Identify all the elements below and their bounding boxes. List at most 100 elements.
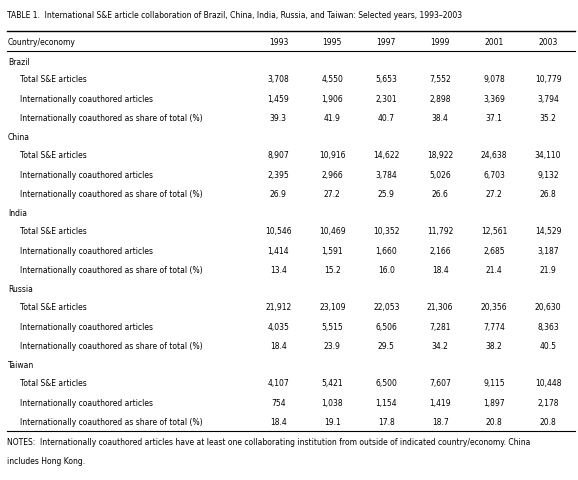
- Text: 10,916: 10,916: [319, 151, 346, 160]
- Text: 754: 754: [271, 398, 286, 407]
- Text: 26.6: 26.6: [432, 190, 449, 198]
- Text: Taiwan: Taiwan: [8, 361, 34, 370]
- Text: 5,421: 5,421: [321, 379, 343, 387]
- Text: 3,794: 3,794: [537, 95, 559, 103]
- Text: NOTES:  Internationally coauthored articles have at least one collaborating inst: NOTES: Internationally coauthored articl…: [7, 437, 530, 446]
- Text: 4,035: 4,035: [268, 322, 290, 331]
- Text: Total S&E articles: Total S&E articles: [20, 303, 86, 312]
- Text: Russia: Russia: [8, 285, 33, 294]
- Text: 3,369: 3,369: [483, 95, 505, 103]
- Text: 24,638: 24,638: [481, 151, 507, 160]
- Text: 3,708: 3,708: [268, 75, 289, 84]
- Text: 6,506: 6,506: [375, 322, 397, 331]
- Text: 20.8: 20.8: [540, 417, 557, 426]
- Text: 26.9: 26.9: [270, 190, 287, 198]
- Text: 2003: 2003: [539, 38, 558, 47]
- Text: 10,352: 10,352: [373, 227, 399, 236]
- Text: 18,922: 18,922: [427, 151, 453, 160]
- Text: Total S&E articles: Total S&E articles: [20, 75, 86, 84]
- Text: 5,026: 5,026: [429, 170, 451, 179]
- Text: 7,774: 7,774: [483, 322, 505, 331]
- Text: 19.1: 19.1: [324, 417, 340, 426]
- Text: Internationally coauthored as share of total (%): Internationally coauthored as share of t…: [20, 190, 202, 198]
- Text: Total S&E articles: Total S&E articles: [20, 227, 86, 236]
- Text: 27.2: 27.2: [486, 190, 502, 198]
- Text: 8,907: 8,907: [268, 151, 289, 160]
- Text: 35.2: 35.2: [540, 114, 557, 122]
- Text: 20,356: 20,356: [481, 303, 507, 312]
- Text: 18.4: 18.4: [270, 341, 287, 350]
- Text: 7,607: 7,607: [429, 379, 451, 387]
- Text: China: China: [8, 133, 30, 142]
- Text: 22,053: 22,053: [373, 303, 399, 312]
- Text: 3,187: 3,187: [538, 246, 559, 255]
- Text: Internationally coauthored articles: Internationally coauthored articles: [20, 398, 153, 407]
- Text: Internationally coauthored articles: Internationally coauthored articles: [20, 322, 153, 331]
- Text: 5,515: 5,515: [321, 322, 343, 331]
- Text: Internationally coauthored as share of total (%): Internationally coauthored as share of t…: [20, 417, 202, 426]
- Text: 21,306: 21,306: [427, 303, 454, 312]
- Text: 2,966: 2,966: [321, 170, 343, 179]
- Text: 40.7: 40.7: [378, 114, 395, 122]
- Text: Internationally coauthored as share of total (%): Internationally coauthored as share of t…: [20, 341, 202, 350]
- Text: 25.9: 25.9: [378, 190, 395, 198]
- Text: TABLE 1.  International S&E article collaboration of Brazil, China, India, Russi: TABLE 1. International S&E article colla…: [7, 11, 462, 20]
- Text: 21.9: 21.9: [540, 265, 557, 274]
- Text: 10,546: 10,546: [265, 227, 292, 236]
- Text: 2,898: 2,898: [429, 95, 451, 103]
- Text: 9,115: 9,115: [483, 379, 505, 387]
- Text: 1,591: 1,591: [321, 246, 343, 255]
- Text: 6,703: 6,703: [483, 170, 505, 179]
- Text: 23.9: 23.9: [324, 341, 341, 350]
- Text: 2,395: 2,395: [268, 170, 289, 179]
- Text: 3,784: 3,784: [376, 170, 397, 179]
- Text: India: India: [8, 209, 27, 218]
- Text: 26.8: 26.8: [540, 190, 557, 198]
- Text: 9,078: 9,078: [483, 75, 505, 84]
- Text: 1993: 1993: [269, 38, 288, 47]
- Text: 38.4: 38.4: [432, 114, 449, 122]
- Text: 7,281: 7,281: [429, 322, 451, 331]
- Text: Internationally coauthored as share of total (%): Internationally coauthored as share of t…: [20, 265, 202, 274]
- Text: 6,500: 6,500: [375, 379, 397, 387]
- Text: 20.8: 20.8: [486, 417, 502, 426]
- Text: Brazil: Brazil: [8, 58, 30, 66]
- Text: Total S&E articles: Total S&E articles: [20, 151, 86, 160]
- Text: 10,779: 10,779: [535, 75, 561, 84]
- Text: 4,107: 4,107: [268, 379, 289, 387]
- Text: 2,685: 2,685: [483, 246, 505, 255]
- Text: 20,630: 20,630: [535, 303, 561, 312]
- Text: Total S&E articles: Total S&E articles: [20, 379, 86, 387]
- Text: 21.4: 21.4: [486, 265, 502, 274]
- Text: 18.4: 18.4: [432, 265, 449, 274]
- Text: 27.2: 27.2: [324, 190, 340, 198]
- Text: Internationally coauthored articles: Internationally coauthored articles: [20, 170, 153, 179]
- Text: Internationally coauthored articles: Internationally coauthored articles: [20, 246, 153, 255]
- Text: 40.5: 40.5: [540, 341, 557, 350]
- Text: 17.8: 17.8: [378, 417, 395, 426]
- Text: 13.4: 13.4: [270, 265, 287, 274]
- Text: Country/economy: Country/economy: [8, 38, 76, 47]
- Text: 1,459: 1,459: [268, 95, 289, 103]
- Text: 1999: 1999: [431, 38, 450, 47]
- Text: 14,622: 14,622: [373, 151, 399, 160]
- Text: Internationally coauthored articles: Internationally coauthored articles: [20, 95, 153, 103]
- Text: 10,469: 10,469: [319, 227, 346, 236]
- Text: 1,038: 1,038: [321, 398, 343, 407]
- Text: 9,132: 9,132: [538, 170, 559, 179]
- Text: 18.4: 18.4: [270, 417, 287, 426]
- Text: 1,660: 1,660: [376, 246, 397, 255]
- Text: 2001: 2001: [484, 38, 504, 47]
- Text: 1,419: 1,419: [429, 398, 451, 407]
- Text: 37.1: 37.1: [486, 114, 503, 122]
- Text: 1,897: 1,897: [483, 398, 505, 407]
- Text: 1,414: 1,414: [268, 246, 289, 255]
- Text: 38.2: 38.2: [486, 341, 502, 350]
- Text: 1,154: 1,154: [376, 398, 397, 407]
- Text: Internationally coauthored as share of total (%): Internationally coauthored as share of t…: [20, 114, 202, 122]
- Text: 4,550: 4,550: [321, 75, 343, 84]
- Text: 34,110: 34,110: [535, 151, 561, 160]
- Text: 1995: 1995: [323, 38, 342, 47]
- Text: 2,178: 2,178: [538, 398, 559, 407]
- Text: 7,552: 7,552: [429, 75, 451, 84]
